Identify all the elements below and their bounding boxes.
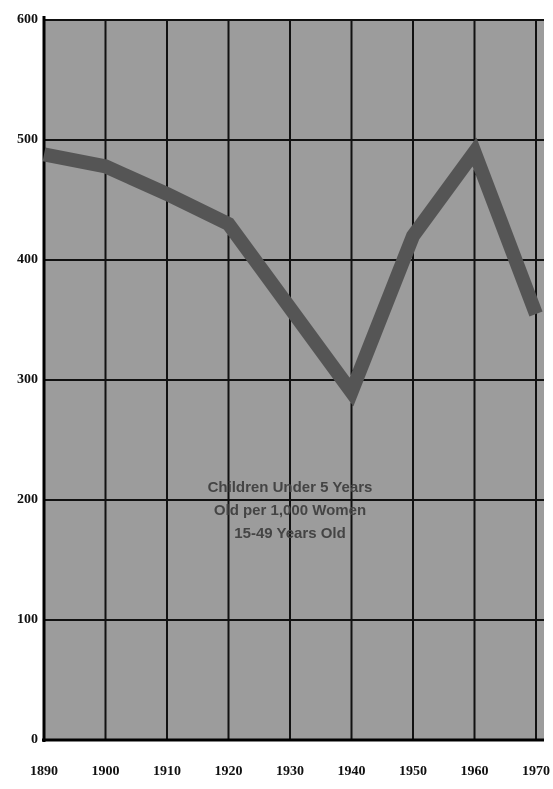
x-tick-label: 1900	[92, 764, 120, 779]
x-tick-label: 1920	[215, 764, 243, 779]
x-tick-label: 1940	[338, 764, 366, 779]
y-tick-label: 200	[17, 492, 38, 507]
x-tick-label: 1970	[522, 764, 550, 779]
annotation: 15-49 Years Old	[234, 525, 345, 542]
x-tick-label: 1950	[399, 764, 427, 779]
annotation: Children Under 5 Years	[208, 479, 373, 496]
annotation: Old per 1,000 Women	[214, 502, 366, 519]
data-line	[42, 137, 543, 407]
y-tick-label: 100	[17, 612, 38, 627]
x-tick-label: 1890	[30, 764, 58, 779]
y-tick-label: 600	[17, 12, 38, 27]
x-tick-label: 1910	[153, 764, 181, 779]
y-tick-label: 400	[17, 252, 38, 267]
x-tick-label: 1960	[461, 764, 489, 779]
y-tick-label: 500	[17, 132, 38, 147]
y-tick-label: 0	[31, 732, 38, 747]
x-tick-label: 1930	[276, 764, 304, 779]
y-tick-label: 300	[17, 372, 38, 387]
